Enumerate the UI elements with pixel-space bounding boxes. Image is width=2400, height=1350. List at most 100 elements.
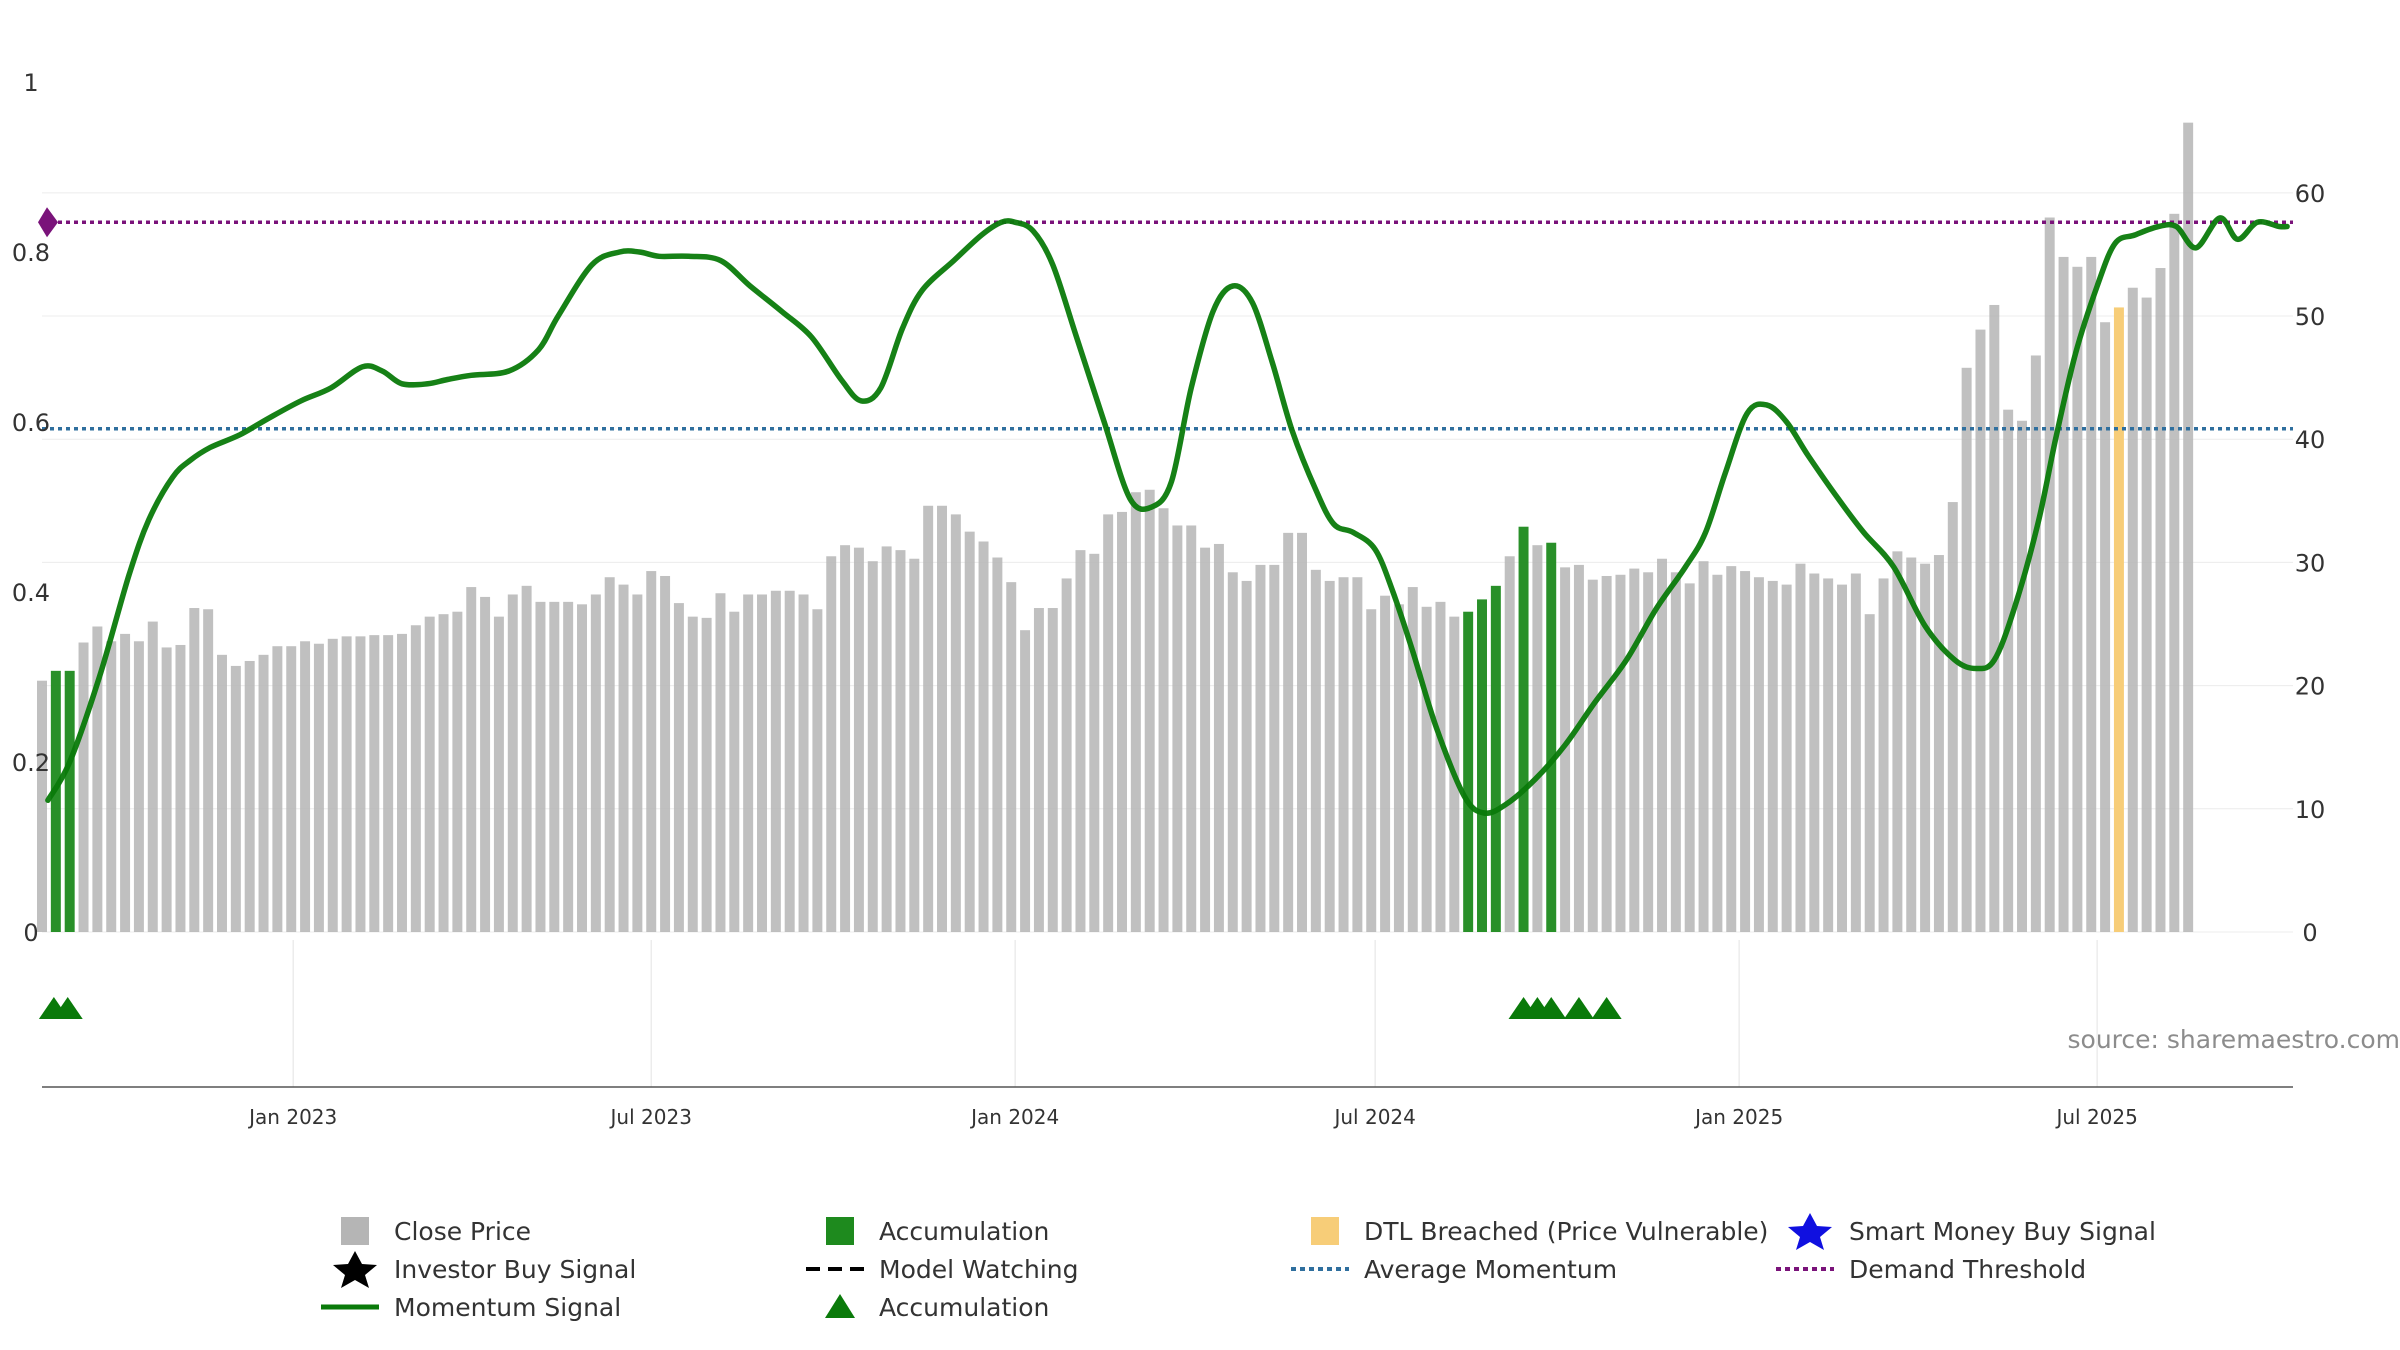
close-price-bar (1878, 578, 1889, 932)
right-tick-label: 30 (2295, 549, 2326, 577)
close-price-bar (1670, 572, 1681, 932)
close-price-bar (992, 557, 1003, 932)
close-price-bar (397, 633, 407, 932)
close-price-bar (1532, 545, 1543, 932)
close-price-bar (1006, 582, 1017, 932)
left-tick-label: 0 (23, 919, 38, 947)
x-tick-label: Jan 2023 (247, 1105, 337, 1129)
close-price-bar (826, 556, 837, 932)
legend-accumulation-swatch (826, 1217, 854, 1245)
close-price-bar (1601, 575, 1612, 932)
close-price-bar (1587, 579, 1598, 932)
legend-dtl-breached-swatch (1311, 1217, 1339, 1245)
close-price-bar (493, 616, 504, 932)
accumulation-triangle (1536, 997, 1567, 1019)
legend-smart-money-label: Smart Money Buy Signal (1849, 1216, 2156, 1246)
legend-dtl-breached-label: DTL Breached (Price Vulnerable) (1364, 1216, 1769, 1246)
legend-model-watching: Model Watching (805, 1250, 1079, 1288)
close-price-bar (1241, 580, 1252, 932)
close-price-bar (1158, 508, 1169, 932)
accumulation-bar (1518, 526, 1529, 932)
close-price-bar (1906, 557, 1917, 932)
close-price-bar (1352, 577, 1363, 932)
left-tick-label: 0.4 (12, 579, 50, 607)
close-price-bar (535, 601, 546, 932)
close-price-bar (438, 614, 449, 932)
close-price-bar (1075, 550, 1086, 932)
close-price-bar (106, 641, 117, 932)
close-price-bar (1421, 606, 1432, 932)
close-price-bar (2100, 322, 2111, 932)
axes: Jan 2023 Jul 2023 Jan 2024 Jul 2024 Jan 2025… (12, 69, 2325, 1129)
close-price-bar (286, 646, 297, 932)
demand-threshold-marker (38, 207, 58, 238)
legend-smart-money: Smart Money Buy Signal (1775, 1212, 2156, 1250)
close-price-bar (950, 514, 961, 932)
close-price-bar (2030, 355, 2041, 932)
close-price-bar (618, 584, 629, 932)
close-price-bar (1823, 578, 1834, 932)
close-price-bar (37, 680, 47, 932)
close-price-bar (1393, 604, 1404, 932)
close-price-bar (577, 604, 587, 932)
close-price-bar (175, 644, 186, 932)
legend-average-momentum: Average Momentum (1290, 1250, 1617, 1288)
close-price-bar (217, 654, 227, 932)
close-price-bar (812, 609, 823, 932)
close-price-bar (1047, 608, 1058, 932)
accumulation-triangle (52, 997, 83, 1019)
close-price-bar (1324, 580, 1335, 932)
close-price-bar (1809, 573, 1820, 932)
close-price-bar (1933, 555, 1944, 932)
x-tick-label: Jul 2023 (609, 1105, 692, 1129)
close-price-bar (355, 636, 366, 932)
close-price-bar (687, 616, 698, 932)
close-price-bar (1961, 367, 1972, 932)
close-price-bar (466, 587, 477, 932)
close-price-bar (881, 546, 892, 932)
close-price-bar (701, 617, 712, 932)
legend-dtl-breached: DTL Breached (Price Vulnerable) (1290, 1212, 1768, 1250)
close-price-bar (189, 608, 200, 932)
close-price-bar (1020, 630, 1031, 932)
close-price-bar (743, 594, 754, 932)
close-price-bar (757, 594, 767, 932)
close-price-bar (1795, 563, 1806, 932)
close-price-bar (1130, 492, 1141, 932)
reference-lines (38, 207, 2293, 431)
close-price-bar (521, 585, 532, 932)
dtl-breached-bar (2113, 307, 2124, 932)
close-price-bar (1310, 569, 1321, 932)
momentum-layer (45, 215, 2290, 817)
legend-accumulation-marker-label: Accumulation (879, 1292, 1050, 1322)
close-price-bar (1837, 584, 1847, 932)
close-price-bar (133, 641, 144, 932)
close-price-bar (798, 594, 809, 932)
right-tick-label: 40 (2295, 426, 2326, 454)
left-tick-label: 0.6 (12, 409, 50, 437)
close-price-bar (1975, 329, 1986, 932)
close-price-bar (1338, 577, 1349, 932)
close-price-bar (604, 577, 615, 932)
legend-model-watching-label: Model Watching (879, 1254, 1079, 1284)
dotted-line-icon (1291, 1267, 1349, 1271)
close-price-bar (161, 647, 172, 932)
close-price-bar (1698, 561, 1709, 932)
left-tick-label: 0.2 (12, 749, 50, 777)
left-tick-label: 1 (23, 69, 38, 97)
close-price-bar (1920, 563, 1931, 932)
close-price-bar (1643, 572, 1654, 932)
close-price-bar (300, 641, 311, 932)
close-price-bar (729, 611, 740, 932)
close-price-bar (1283, 532, 1294, 932)
close-price-bar (341, 636, 352, 932)
accumulation-bar (50, 670, 61, 932)
legend-demand-threshold: Demand Threshold (1775, 1250, 2086, 1288)
close-price-bar (258, 654, 269, 932)
left-tick-label: 0.8 (12, 239, 50, 267)
close-price-bar (424, 616, 435, 932)
close-price-bar (1892, 551, 1903, 932)
close-price-bar (563, 601, 574, 932)
close-price-bar (230, 665, 241, 932)
